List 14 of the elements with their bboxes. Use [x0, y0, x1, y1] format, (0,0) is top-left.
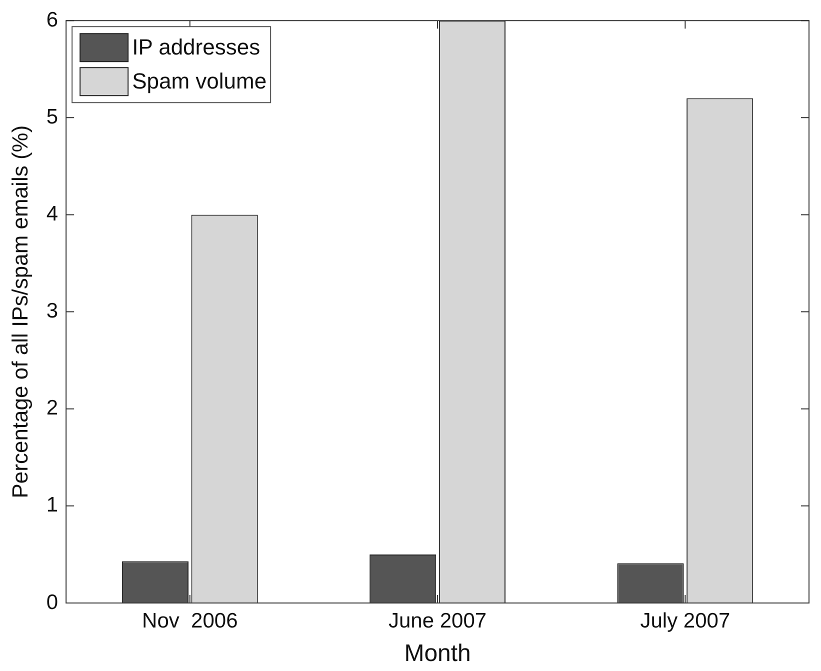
- legend-label: IP addresses: [132, 34, 260, 60]
- x-axis-title: Month: [404, 640, 471, 668]
- legend-label: Spam volume: [132, 68, 267, 94]
- y-tick-label: 2: [46, 396, 58, 420]
- y-tick-label: 3: [46, 300, 58, 323]
- x-tick-label: June 2007: [388, 609, 487, 632]
- y-tick-label: 0: [46, 590, 58, 614]
- y-tick-label: 4: [46, 202, 58, 226]
- y-tick-label: 6: [46, 8, 58, 32]
- x-tick-label: Nov 2006: [142, 609, 238, 632]
- x-tick-label: July 2007: [640, 609, 730, 632]
- y-tick-label: 5: [46, 105, 58, 128]
- y-axis-title: Percentage of all IPs/spam emails (%): [7, 125, 32, 498]
- y-tick-label: 1: [46, 494, 58, 517]
